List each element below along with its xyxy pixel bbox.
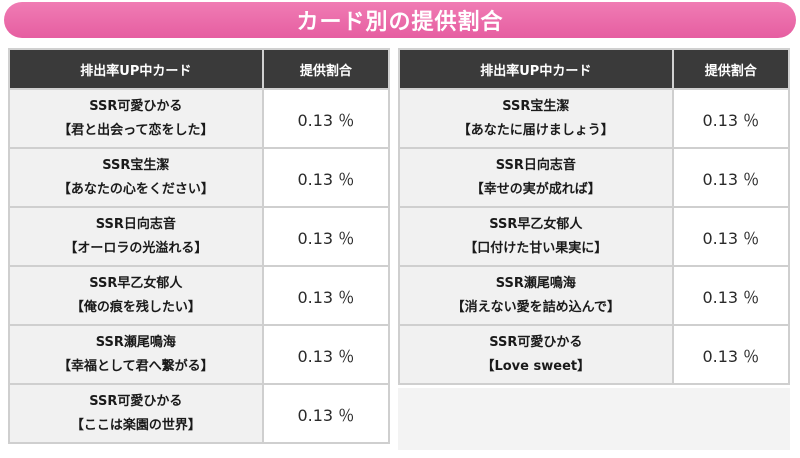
card-rate: 0.13 ％ (671, 88, 791, 149)
table-row: SSR可愛ひかる 【ここは楽園の世界】 0.13 ％ (8, 383, 391, 444)
card-name: SSR日向志音 (95, 216, 176, 232)
card-title: 【オーロラの光溢れる】 (64, 240, 208, 256)
table-row: SSR早乙女郁人 【口付けた甘い果実に】 0.13 ％ (398, 206, 791, 267)
card-name: SSR瀬尾鳴海 (495, 275, 576, 291)
card-title: 【君と出会って恋をした】 (58, 122, 214, 138)
table-row: SSR瀬尾鳴海 【消えない愛を詰め込んで】 0.13 ％ (398, 265, 791, 326)
card-title: 【幸福として君へ繋がる】 (58, 358, 214, 374)
empty-table-area (398, 388, 790, 450)
card-name-cell: SSR瀬尾鳴海 【幸福として君へ繋がる】 (8, 324, 264, 385)
card-name: SSR早乙女郁人 (489, 216, 583, 232)
card-name: SSR日向志音 (495, 157, 576, 173)
table-row: SSR宝生潔 【あなたに届けましょう】 0.13 ％ (398, 88, 791, 149)
card-title: 【幸せの実が成れば】 (470, 181, 601, 197)
card-name-cell: SSR瀬尾鳴海 【消えない愛を詰め込んで】 (398, 265, 674, 326)
table-row: SSR可愛ひかる 【Love sweet】 0.13 ％ (398, 324, 791, 385)
card-title: 【あなたに届けましょう】 (457, 122, 614, 138)
table-row: SSR宝生潔 【あなたの心をください】 0.13 ％ (8, 147, 391, 208)
card-rate: 0.13 ％ (671, 324, 791, 385)
card-title: 【ここは楽園の世界】 (70, 417, 201, 433)
table-row: SSR瀬尾鳴海 【幸福として君へ繋がる】 0.13 ％ (8, 324, 391, 385)
table-row: SSR日向志音 【オーロラの光溢れる】 0.13 ％ (8, 206, 391, 267)
rate-table-left: 排出率UP中カード 提供割合 SSR可愛ひかる 【君と出会って恋をした】 0.1… (8, 48, 391, 444)
card-rate: 0.13 ％ (261, 206, 391, 267)
card-name-cell: SSR可愛ひかる 【Love sweet】 (398, 324, 674, 385)
card-name: SSR早乙女郁人 (89, 275, 183, 291)
table-header-row: 排出率UP中カード 提供割合 (8, 48, 391, 90)
card-title: 【Love sweet】 (481, 358, 591, 374)
card-name-cell: SSR日向志音 【オーロラの光溢れる】 (8, 206, 264, 267)
card-rate: 0.13 ％ (671, 206, 791, 267)
section-title: カード別の提供割合 (296, 10, 504, 35)
card-rate: 0.13 ％ (261, 324, 391, 385)
card-title: 【俺の痕を残したい】 (70, 299, 201, 315)
card-name: SSR宝生潔 (102, 157, 170, 173)
header-rate: 提供割合 (261, 48, 391, 90)
card-rate: 0.13 ％ (261, 88, 391, 149)
table-header-row: 排出率UP中カード 提供割合 (398, 48, 791, 90)
table-row: SSR可愛ひかる 【君と出会って恋をした】 0.13 ％ (8, 88, 391, 149)
card-name: SSR可愛ひかる (489, 334, 583, 350)
rate-table-right: 排出率UP中カード 提供割合 SSR宝生潔 【あなたに届けましょう】 0.13 … (398, 48, 791, 385)
table-row: SSR日向志音 【幸せの実が成れば】 0.13 ％ (398, 147, 791, 208)
header-rate: 提供割合 (671, 48, 791, 90)
card-rate: 0.13 ％ (671, 147, 791, 208)
card-title: 【口付けた甘い果実に】 (464, 240, 608, 256)
table-row: SSR早乙女郁人 【俺の痕を残したい】 0.13 ％ (8, 265, 391, 326)
card-rate: 0.13 ％ (261, 383, 391, 444)
card-name-cell: SSR宝生潔 【あなたの心をください】 (8, 147, 264, 208)
section-title-banner: カード別の提供割合 (4, 2, 796, 38)
card-name: SSR瀬尾鳴海 (95, 334, 176, 350)
card-title: 【消えない愛を詰め込んで】 (451, 299, 620, 315)
card-title: 【あなたの心をください】 (57, 181, 214, 197)
card-name-cell: SSR早乙女郁人 【俺の痕を残したい】 (8, 265, 264, 326)
card-name-cell: SSR宝生潔 【あなたに届けましょう】 (398, 88, 674, 149)
card-name-cell: SSR可愛ひかる 【君と出会って恋をした】 (8, 88, 264, 149)
card-name: SSR可愛ひかる (89, 98, 183, 114)
card-name-cell: SSR可愛ひかる 【ここは楽園の世界】 (8, 383, 264, 444)
header-card: 排出率UP中カード (8, 48, 264, 90)
card-name-cell: SSR日向志音 【幸せの実が成れば】 (398, 147, 674, 208)
header-card: 排出率UP中カード (398, 48, 674, 90)
card-rate: 0.13 ％ (261, 265, 391, 326)
card-name-cell: SSR早乙女郁人 【口付けた甘い果実に】 (398, 206, 674, 267)
card-rate: 0.13 ％ (671, 265, 791, 326)
card-rate: 0.13 ％ (261, 147, 391, 208)
card-name: SSR宝生潔 (502, 98, 570, 114)
card-name: SSR可愛ひかる (89, 393, 183, 409)
